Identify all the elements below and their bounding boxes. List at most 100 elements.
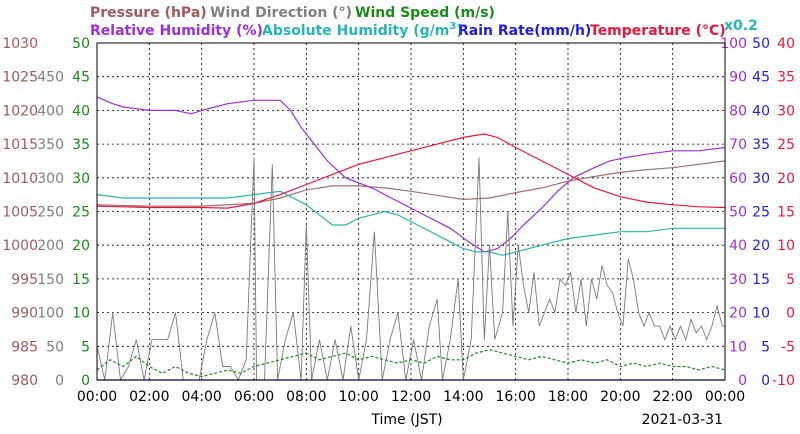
tick-label-relative-humidity: 20 xyxy=(729,306,747,322)
tick-label-wind-speed: 25 xyxy=(72,205,90,221)
tick-label-pressure: 1005 xyxy=(2,205,38,221)
tick-label-wind-speed: 35 xyxy=(72,137,90,153)
tick-label-relative-humidity: 30 xyxy=(729,272,747,288)
tick-label-relative-humidity: 40 xyxy=(729,238,747,254)
tick-label-temperature: 15 xyxy=(777,205,795,221)
tick-label-wind-speed: 40 xyxy=(72,103,90,119)
x-tick-label: 14:00 xyxy=(443,389,483,405)
tick-label-wind-direction: 300 xyxy=(37,171,64,187)
series-line-relative-humidity xyxy=(96,96,726,253)
tick-label-rain-rate: 50 xyxy=(752,36,770,52)
x-tick-label: 04:00 xyxy=(181,389,221,405)
tick-label-wind-speed: 5 xyxy=(81,339,90,355)
legend-absolute-humidity-close: ) xyxy=(456,23,462,39)
tick-label-pressure: 1000 xyxy=(2,238,38,254)
tick-label-temperature: -10 xyxy=(772,373,795,389)
legend-absolute-humidity-text: Absolute Humidity (g/m xyxy=(262,23,449,39)
tick-label-pressure: 1030 xyxy=(2,36,38,52)
x-tick-label: 08:00 xyxy=(286,389,326,405)
tick-label-rain-rate: 5 xyxy=(761,339,770,355)
tick-label-rain-rate: 40 xyxy=(752,103,770,119)
tick-label-relative-humidity: 50 xyxy=(729,205,747,221)
x-tick-label: 20:00 xyxy=(600,389,640,405)
tick-label-wind-speed: 45 xyxy=(72,70,90,86)
series-line-pressure xyxy=(96,160,726,207)
tick-label-wind-direction: 250 xyxy=(37,205,64,221)
x-tick-label: 16:00 xyxy=(495,389,535,405)
tick-label-wind-direction: 400 xyxy=(37,103,64,119)
tick-label-relative-humidity: 60 xyxy=(729,171,747,187)
legend-rain-rate: Rain Rate(mm/h) xyxy=(458,23,591,39)
plot-frame xyxy=(96,42,726,381)
x-axis-label: Time (JST) xyxy=(370,412,442,428)
tick-label-pressure: 1015 xyxy=(2,137,38,153)
tick-label-relative-humidity: 90 xyxy=(729,70,747,86)
right-axes: 1009080706050403020100504540353025201510… xyxy=(720,36,795,389)
tick-label-pressure: 980 xyxy=(11,373,38,389)
x-tick-label: 12:00 xyxy=(391,389,431,405)
x-tick-label: 00:00 xyxy=(705,389,745,405)
tick-label-wind-speed: 50 xyxy=(72,36,90,52)
tick-label-wind-direction: 0 xyxy=(55,373,64,389)
tick-label-relative-humidity: 10 xyxy=(729,339,747,355)
tick-label-wind-direction: 350 xyxy=(37,137,64,153)
tick-label-temperature: 30 xyxy=(777,103,795,119)
tick-label-pressure: 1025 xyxy=(2,70,38,86)
x-tick-label: 02:00 xyxy=(129,389,169,405)
tick-label-rain-rate: 25 xyxy=(752,205,770,221)
tick-label-temperature: 10 xyxy=(777,238,795,254)
tick-label-temperature: 5 xyxy=(786,272,795,288)
tick-label-wind-speed: 15 xyxy=(72,272,90,288)
tick-label-wind-speed: 20 xyxy=(72,238,90,254)
tick-label-wind-speed: 0 xyxy=(81,373,90,389)
grid xyxy=(97,43,725,380)
tick-label-wind-speed: 10 xyxy=(72,306,90,322)
tick-label-temperature: -5 xyxy=(781,339,795,355)
series-line-temperature xyxy=(96,133,726,209)
tick-label-wind-direction: 150 xyxy=(37,272,64,288)
legend-absolute-humidity: Absolute Humidity (g/m3) xyxy=(262,21,463,39)
legend-wind-direction: Wind Direction (°) xyxy=(210,5,352,21)
date-label: 2021-03-31 xyxy=(642,412,723,428)
legend-pressure: Pressure (hPa) xyxy=(90,5,207,21)
tick-label-temperature: 20 xyxy=(777,171,795,187)
x-axis: 00:00 02:00 04:00 06:00 08:00 10:00 12:00 14:00… xyxy=(77,389,745,405)
tick-label-wind-speed: 30 xyxy=(72,171,90,187)
tick-label-temperature: 0 xyxy=(786,306,795,322)
tick-label-relative-humidity: 0 xyxy=(738,373,747,389)
x-tick-label: 10:00 xyxy=(338,389,378,405)
tick-label-rain-rate: 35 xyxy=(752,137,770,153)
x-tick-label: 06:00 xyxy=(234,389,274,405)
tick-label-temperature: 40 xyxy=(777,36,795,52)
x-tick-label: 18:00 xyxy=(548,389,588,405)
tick-label-rain-rate: 45 xyxy=(752,70,770,86)
tick-label-wind-direction: 200 xyxy=(37,238,64,254)
legend-wind-speed: Wind Speed (m/s) xyxy=(355,5,495,21)
legend-multiplier: x0.2 xyxy=(724,18,758,34)
left-axes: 1030102510201015101010051000995990985980… xyxy=(2,36,90,389)
tick-label-pressure: 1010 xyxy=(2,171,38,187)
x-tick-label: 00:00 xyxy=(77,389,117,405)
tick-label-wind-direction: 450 xyxy=(37,70,64,86)
tick-label-rain-rate: 15 xyxy=(752,272,770,288)
tick-label-temperature: 35 xyxy=(777,70,795,86)
tick-label-pressure: 985 xyxy=(11,339,38,355)
x-tick-label: 22:00 xyxy=(652,389,692,405)
tick-label-temperature: 25 xyxy=(777,137,795,153)
tick-label-wind-direction: 100 xyxy=(37,306,64,322)
tick-label-rain-rate: 20 xyxy=(752,238,770,254)
legend-absolute-humidity-sup: 3 xyxy=(449,21,456,32)
tick-label-rain-rate: 10 xyxy=(752,306,770,322)
tick-label-relative-humidity: 80 xyxy=(729,103,747,119)
legend-relative-humidity: Relative Humidity (%) xyxy=(90,23,263,39)
tick-label-pressure: 1020 xyxy=(2,103,38,119)
tick-label-pressure: 990 xyxy=(11,306,38,322)
tick-label-pressure: 995 xyxy=(11,272,38,288)
tick-label-rain-rate: 30 xyxy=(752,171,770,187)
legend-temperature: Temperature (°C) xyxy=(590,23,726,39)
series-line-absolute-humidity-x0-2 xyxy=(96,190,725,256)
tick-label-relative-humidity: 100 xyxy=(720,36,747,52)
tick-label-relative-humidity: 70 xyxy=(729,137,747,153)
tick-label-wind-direction: 50 xyxy=(46,339,64,355)
